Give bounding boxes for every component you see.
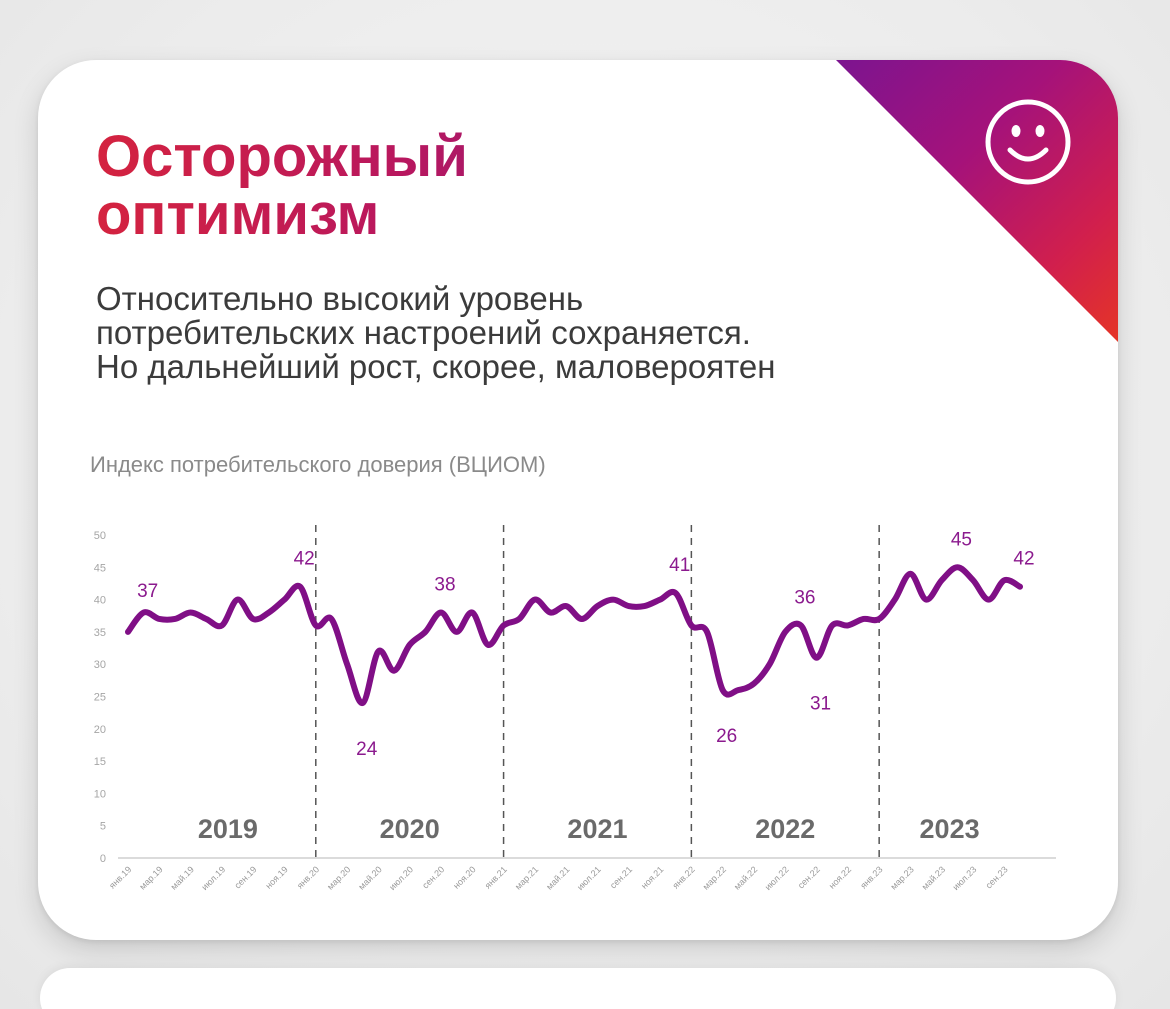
- y-tick-label: 15: [94, 756, 106, 768]
- data-label: 37: [137, 581, 158, 602]
- x-tick-label: май.23: [920, 864, 947, 891]
- next-card-edge: [40, 968, 1116, 1009]
- x-tick-label: мар.22: [701, 864, 728, 891]
- y-tick-label: 20: [94, 724, 106, 736]
- data-label: 42: [1013, 549, 1034, 570]
- y-tick-label: 25: [94, 692, 106, 704]
- x-tick-label: янв.23: [858, 864, 884, 890]
- x-tick-label: сен.19: [232, 864, 258, 890]
- y-tick-label: 40: [94, 595, 106, 607]
- y-tick-label: 30: [94, 659, 106, 671]
- data-label: 42: [294, 549, 315, 570]
- x-tick-label: июл.21: [575, 864, 603, 892]
- y-tick-label: 45: [94, 562, 106, 574]
- x-tick-label: янв.22: [671, 864, 697, 890]
- x-tick-label: мар.21: [513, 864, 540, 891]
- data-label: 24: [356, 739, 378, 760]
- x-tick-label: май.22: [732, 864, 759, 891]
- x-tick-label: ноя.19: [263, 864, 289, 890]
- x-tick-label: сен.23: [984, 864, 1010, 890]
- x-tick-label: ноя.21: [639, 864, 665, 890]
- data-label: 38: [434, 575, 455, 596]
- info-card: Осторожный оптимизм Относительно высокий…: [38, 60, 1118, 940]
- smiley-face-icon: [985, 99, 1071, 185]
- y-tick-label: 35: [94, 627, 106, 639]
- x-tick-label: янв.21: [483, 864, 509, 890]
- data-label: 31: [810, 694, 831, 715]
- year-label: 2019: [198, 814, 258, 844]
- y-tick-label: 5: [100, 821, 106, 833]
- line-chart: 0 5 10 15 20 25 30 35 40 45 50 2019 2020 2021 2022 2023…: [94, 525, 1056, 892]
- x-tick-label: мар.19: [137, 864, 164, 891]
- data-label: 41: [669, 555, 690, 576]
- x-tick-label: май.21: [544, 864, 571, 891]
- year-label: 2020: [380, 814, 440, 844]
- x-tick-label: май.20: [356, 864, 383, 891]
- year-label: 2023: [920, 814, 980, 844]
- x-tick-label: сен.22: [796, 864, 822, 890]
- year-label: 2022: [755, 814, 815, 844]
- x-tick-label: май.19: [169, 864, 196, 891]
- card-subtitle: Относительно высокий уровень потребитель…: [96, 282, 996, 384]
- card-subtitle-line: Но дальнейший рост, скорее, маловероятен: [96, 348, 776, 385]
- card-subtitle-line: Относительно высокий уровень: [96, 280, 584, 317]
- x-tick-label: сен.21: [608, 864, 634, 890]
- x-tick-label: янв.19: [107, 864, 133, 890]
- x-tick-label: июл.19: [199, 864, 227, 892]
- series-line: [125, 564, 1023, 706]
- x-tick-label: июл.22: [763, 864, 791, 892]
- x-tick-label: июл.23: [951, 864, 979, 892]
- data-label: 45: [951, 529, 972, 550]
- card-subtitle-line: потребительских настроений сохраняется.: [96, 314, 751, 351]
- y-tick-label: 10: [94, 788, 106, 800]
- data-label: 36: [794, 587, 815, 608]
- y-tick-label: 50: [94, 530, 106, 542]
- x-tick-label: июл.20: [387, 864, 415, 892]
- x-tick-label: мар.23: [888, 864, 915, 891]
- data-label: 26: [716, 726, 737, 747]
- x-tick-label: янв.20: [295, 864, 321, 890]
- y-tick-label: 0: [100, 853, 106, 865]
- x-tick-label: сен.20: [420, 864, 446, 890]
- x-tick-label: ноя.22: [827, 864, 853, 890]
- x-tick-label: мар.20: [325, 864, 352, 891]
- x-tick-label: ноя.20: [451, 864, 477, 890]
- year-label: 2021: [567, 814, 627, 844]
- chart-title: Индекс потребительского доверия (ВЦИОМ): [90, 452, 546, 477]
